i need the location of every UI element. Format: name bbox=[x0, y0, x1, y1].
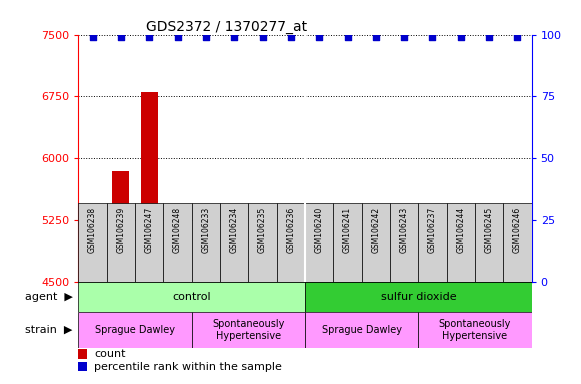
Bar bbox=[249, 203, 277, 282]
Bar bbox=[78, 312, 192, 348]
Point bbox=[456, 34, 465, 40]
Bar bbox=[305, 203, 333, 282]
Text: Spontaneously
Hypertensive: Spontaneously Hypertensive bbox=[212, 319, 285, 341]
Point bbox=[428, 34, 437, 40]
Text: GSM106239: GSM106239 bbox=[116, 207, 125, 253]
Point bbox=[258, 34, 267, 40]
Bar bbox=[424, 275, 441, 384]
Bar bbox=[254, 209, 271, 384]
Text: Sprague Dawley: Sprague Dawley bbox=[322, 325, 401, 335]
Text: control: control bbox=[173, 292, 211, 302]
Text: GDS2372 / 1370277_at: GDS2372 / 1370277_at bbox=[146, 20, 307, 33]
Bar bbox=[141, 92, 158, 384]
Bar bbox=[78, 282, 305, 312]
Bar bbox=[78, 203, 107, 282]
Point bbox=[116, 34, 125, 40]
Bar bbox=[311, 228, 328, 384]
Bar bbox=[305, 312, 418, 348]
Bar bbox=[282, 265, 299, 384]
Text: GSM106244: GSM106244 bbox=[456, 207, 465, 253]
Text: sulfur dioxide: sulfur dioxide bbox=[381, 292, 456, 302]
Point bbox=[201, 34, 210, 40]
Text: count: count bbox=[94, 349, 126, 359]
Text: GSM106243: GSM106243 bbox=[400, 207, 408, 253]
Text: GSM106246: GSM106246 bbox=[513, 207, 522, 253]
Text: agent  ▶: agent ▶ bbox=[25, 292, 73, 302]
Point bbox=[400, 34, 409, 40]
Bar bbox=[225, 228, 243, 384]
Bar bbox=[112, 170, 130, 384]
Bar bbox=[78, 349, 88, 359]
Bar bbox=[107, 203, 135, 282]
Bar bbox=[333, 203, 361, 282]
Bar bbox=[78, 362, 88, 371]
Bar bbox=[192, 203, 220, 282]
Bar bbox=[509, 231, 526, 384]
Bar bbox=[480, 281, 497, 384]
Point bbox=[229, 34, 239, 40]
Bar bbox=[503, 203, 532, 282]
Point bbox=[343, 34, 352, 40]
Text: GSM106241: GSM106241 bbox=[343, 207, 352, 253]
Point bbox=[173, 34, 182, 40]
Point bbox=[371, 34, 381, 40]
Text: GSM106234: GSM106234 bbox=[229, 207, 239, 253]
Point bbox=[485, 34, 494, 40]
Bar bbox=[169, 277, 186, 384]
Text: strain  ▶: strain ▶ bbox=[25, 325, 73, 335]
Bar bbox=[452, 267, 469, 384]
Bar bbox=[305, 282, 532, 312]
Text: GSM106247: GSM106247 bbox=[145, 207, 154, 253]
Bar bbox=[220, 203, 248, 282]
Text: GSM106242: GSM106242 bbox=[371, 207, 381, 253]
Text: GSM106237: GSM106237 bbox=[428, 207, 437, 253]
Bar bbox=[447, 203, 475, 282]
Text: GSM106235: GSM106235 bbox=[258, 207, 267, 253]
Text: GSM106233: GSM106233 bbox=[202, 207, 210, 253]
Point bbox=[314, 34, 324, 40]
Bar bbox=[135, 203, 163, 282]
Bar bbox=[198, 272, 214, 384]
Point bbox=[286, 34, 296, 40]
Text: GSM106240: GSM106240 bbox=[315, 207, 324, 253]
Bar bbox=[339, 288, 356, 384]
Text: Spontaneously
Hypertensive: Spontaneously Hypertensive bbox=[439, 319, 511, 341]
Bar bbox=[192, 312, 305, 348]
Text: percentile rank within the sample: percentile rank within the sample bbox=[94, 362, 282, 372]
Text: Sprague Dawley: Sprague Dawley bbox=[95, 325, 175, 335]
Bar bbox=[163, 203, 192, 282]
Bar bbox=[84, 232, 101, 384]
Point bbox=[513, 34, 522, 40]
Bar bbox=[396, 216, 413, 384]
Bar bbox=[475, 203, 503, 282]
Bar bbox=[361, 203, 390, 282]
Point bbox=[145, 34, 154, 40]
Bar bbox=[390, 203, 418, 282]
Bar bbox=[277, 203, 305, 282]
Point bbox=[88, 34, 97, 40]
Bar bbox=[418, 203, 447, 282]
Text: GSM106245: GSM106245 bbox=[485, 207, 494, 253]
Text: GSM106236: GSM106236 bbox=[286, 207, 295, 253]
Text: GSM106248: GSM106248 bbox=[173, 207, 182, 253]
Bar bbox=[418, 312, 532, 348]
Bar bbox=[367, 267, 385, 384]
Text: GSM106238: GSM106238 bbox=[88, 207, 97, 253]
